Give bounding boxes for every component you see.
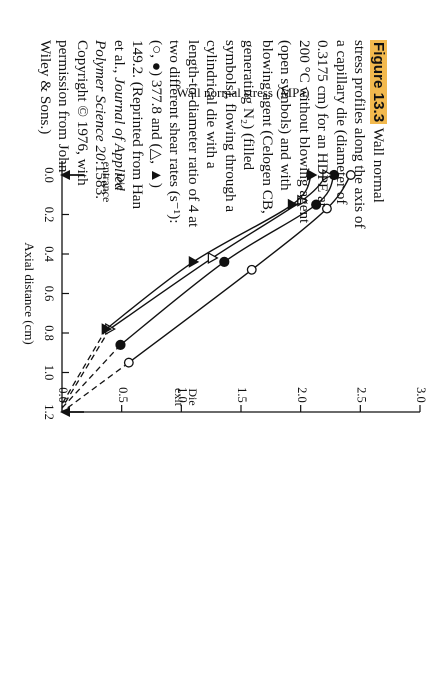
figure-caption: Figure 13.3 Wall normal stress profiles …	[36, 40, 387, 660]
die-entrance-label: Die	[114, 173, 128, 190]
series-line-dashed	[61, 328, 111, 409]
data-point-filled-triangle	[287, 198, 299, 211]
x-tick-label: 1.2	[42, 404, 56, 420]
caption-line: (○, ●) 377.8 and (△, ▲)	[148, 40, 165, 188]
y-tick-label: 1.5	[235, 387, 249, 403]
x-tick-label: 1.0	[42, 365, 56, 381]
data-point-open-circle	[123, 357, 134, 368]
y-tick-label: 0.5	[116, 387, 130, 403]
caption-line: 0.3175 cm) for an HDPE at	[314, 40, 332, 208]
x-axis-title: Axial distance (cm)	[22, 242, 37, 345]
caption-line: Wiley & Sons.)	[37, 40, 54, 135]
caption-journal: Journal of Applied	[111, 77, 128, 191]
data-point-filled-circle	[311, 199, 322, 210]
caption-line: 200 °C without blowing agent	[296, 40, 313, 224]
caption-line: Copyright © 1976, with	[74, 40, 91, 186]
series-line-dashed	[61, 344, 121, 409]
x-tick-label: 0.0	[42, 167, 56, 183]
x-tick-label: 0.6	[42, 286, 56, 302]
caption-line: a capillary die (diameter of	[333, 40, 350, 205]
series-line	[120, 174, 335, 346]
data-point-open-circle	[321, 203, 332, 214]
y-tick-label: 0.0	[56, 387, 70, 403]
series-line-dashed	[61, 328, 107, 405]
die-entrance-label: entrance	[100, 162, 114, 203]
series-line	[109, 174, 328, 330]
caption-line: length-to-diameter ratio of 4 at	[185, 40, 202, 228]
caption-line: :1583.	[92, 160, 110, 200]
caption-line: two different shear rates (s⁻¹):	[166, 40, 184, 224]
x-tick-label: 0.2	[42, 207, 56, 223]
caption-line: Wall normal	[370, 124, 387, 203]
y-tick-label: 2.5	[354, 387, 368, 403]
data-point-open-triangle	[322, 168, 334, 182]
die-exit-arrowhead	[60, 407, 70, 417]
chart-layer: 0.0 0.5 1.0 1.5 2.0 2.5 3.0 0.0 0.2 0.4 0.6 0.8 1.0 1…	[22, 85, 428, 420]
y-tick-label: 1.0	[175, 387, 189, 403]
y-axis-title: Wall normal stress (MPa)	[177, 85, 310, 100]
caption-line: et al.,	[111, 40, 128, 78]
data-point-open-circle	[345, 170, 356, 180]
data-point-open-triangle	[207, 251, 219, 264]
series-line	[105, 174, 313, 330]
caption-line: 149.2. (Reprinted from Han	[129, 40, 147, 210]
data-point-open-circle	[246, 264, 257, 275]
data-point-filled-circle	[115, 339, 126, 350]
die-exit-label: exit	[172, 388, 186, 407]
data-point-filled-triangle	[188, 256, 200, 268]
die-exit-label: Die	[186, 388, 200, 405]
data-point-filled-triangle	[306, 169, 318, 181]
x-tick-label: 0.4	[42, 246, 56, 262]
data-point-filled-circle	[219, 256, 230, 267]
caption-line: generating N₂) (filled	[240, 40, 258, 171]
caption-journal: Polymer Science 20	[92, 40, 110, 161]
caption-line: stress profiles along the axis of	[351, 40, 369, 229]
caption-line: (open symbols) and with	[277, 40, 295, 191]
die-entrance-arrowhead	[60, 170, 70, 180]
caption-line: blowing agent (Celogen CB,	[259, 40, 276, 214]
y-tick-label: 3.0	[414, 387, 428, 403]
data-point-filled-triangle	[101, 323, 113, 335]
x-tick-label: 0.8	[42, 325, 56, 341]
series-line-dashed	[61, 362, 130, 413]
caption-label: Figure 13.3	[370, 40, 387, 125]
series-line	[128, 174, 352, 364]
y-tick-label: 2.0	[295, 387, 309, 403]
caption-line: permission from John	[55, 40, 73, 173]
caption-line: symbols), flowing through a	[222, 40, 239, 213]
caption-line: cylindrical die with a	[203, 40, 221, 169]
